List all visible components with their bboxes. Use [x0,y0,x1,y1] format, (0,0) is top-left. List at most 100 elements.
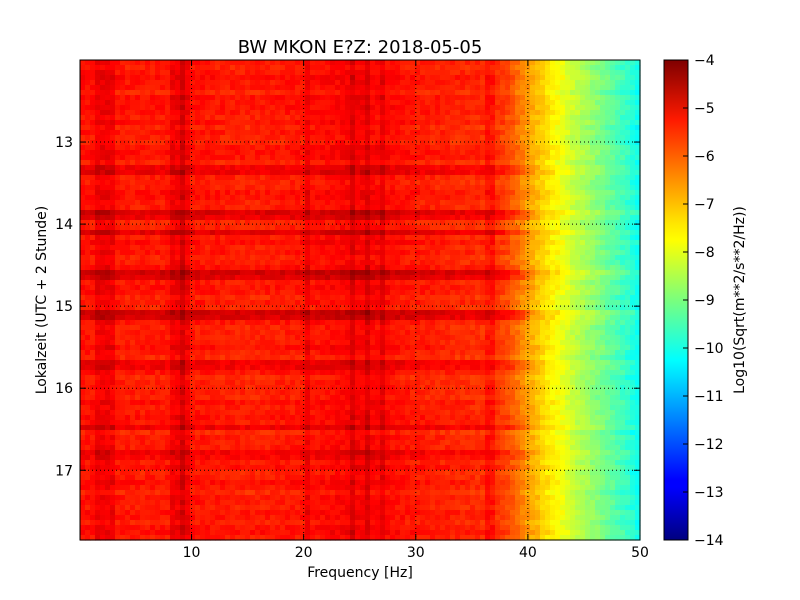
heatmap-cell [180,220,186,226]
heatmap-cell [540,185,546,191]
heatmap-cell [245,235,251,241]
heatmap-cell [135,245,141,251]
heatmap-cell [560,125,566,131]
heatmap-cell [595,85,601,91]
heatmap-cell [140,250,146,256]
heatmap-cell [115,110,121,116]
heatmap-cell [485,225,491,231]
heatmap-cell [455,95,461,101]
heatmap-cell [550,185,556,191]
heatmap-cell [390,255,396,261]
heatmap-cell [105,140,111,146]
heatmap-cell [460,185,466,191]
heatmap-cell [350,265,356,271]
heatmap-cell [345,150,351,156]
heatmap-cell [260,70,266,76]
heatmap-cell [570,230,576,236]
heatmap-cell [250,85,256,91]
heatmap-cell [140,65,146,71]
heatmap-cell [610,75,616,81]
heatmap-cell [130,175,136,181]
heatmap-cell [570,275,576,281]
heatmap-cell [105,100,111,106]
heatmap-cell [480,195,486,201]
heatmap-cell [320,115,326,121]
heatmap-cell [290,125,296,131]
heatmap-cell [255,120,261,126]
heatmap-cell [465,170,471,176]
heatmap-cell [410,235,416,241]
heatmap-cell [560,230,566,236]
heatmap-cell [620,125,626,131]
heatmap-cell [215,175,221,181]
heatmap-cell [365,255,371,261]
heatmap-cell [290,95,296,101]
heatmap-cell [600,250,606,256]
heatmap-cell [115,215,121,221]
heatmap-cell [390,140,396,146]
heatmap-cell [155,80,161,86]
heatmap-cell [470,70,476,76]
heatmap-cell [210,220,216,226]
heatmap-cell [450,220,456,226]
heatmap-cell [435,275,441,281]
heatmap-cell [325,260,331,266]
heatmap-cell [375,130,381,136]
heatmap-cell [620,160,626,166]
heatmap-cell [200,105,206,111]
heatmap-cell [195,130,201,136]
heatmap-cell [160,280,166,286]
heatmap-cell [130,160,136,166]
heatmap-cell [545,205,551,211]
heatmap-cell [560,145,566,151]
heatmap-cell [155,245,161,251]
heatmap-cell [585,125,591,131]
heatmap-cell [320,210,326,216]
heatmap-cell [325,235,331,241]
heatmap-cell [315,265,321,271]
heatmap-cell [140,215,146,221]
heatmap-cell [590,160,596,166]
heatmap-cell [385,185,391,191]
heatmap-cell [290,145,296,151]
heatmap-cell [365,280,371,286]
heatmap-cell [320,215,326,221]
heatmap-cell [385,255,391,261]
heatmap-cell [425,70,431,76]
heatmap-cell [475,235,481,241]
heatmap-cell [120,60,126,66]
heatmap-cell [100,185,106,191]
heatmap-cell [470,140,476,146]
heatmap-cell [180,120,186,126]
heatmap-cell [600,110,606,116]
heatmap-cell [290,250,296,256]
heatmap-cell [555,240,561,246]
heatmap-cell [270,265,276,271]
heatmap-cell [430,105,436,111]
heatmap-cell [340,270,346,276]
heatmap-cell [150,260,156,266]
heatmap-cell [525,125,531,131]
heatmap-cell [600,100,606,106]
heatmap-cell [355,155,361,161]
heatmap-cell [95,260,101,266]
heatmap-cell [145,70,151,76]
heatmap-cell [290,130,296,136]
heatmap-cell [330,280,336,286]
heatmap-cell [365,105,371,111]
heatmap-cell [595,175,601,181]
heatmap-cell [435,220,441,226]
heatmap-cell [140,95,146,101]
heatmap-cell [410,265,416,271]
heatmap-cell [190,85,196,91]
heatmap-cell [130,170,136,176]
heatmap-cell [240,275,246,281]
heatmap-cell [250,165,256,171]
heatmap-cell [110,275,116,281]
heatmap-cell [280,145,286,151]
heatmap-cell [285,265,291,271]
heatmap-cell [390,280,396,286]
heatmap-cell [415,120,421,126]
heatmap-cell [425,180,431,186]
heatmap-cell [440,60,446,66]
